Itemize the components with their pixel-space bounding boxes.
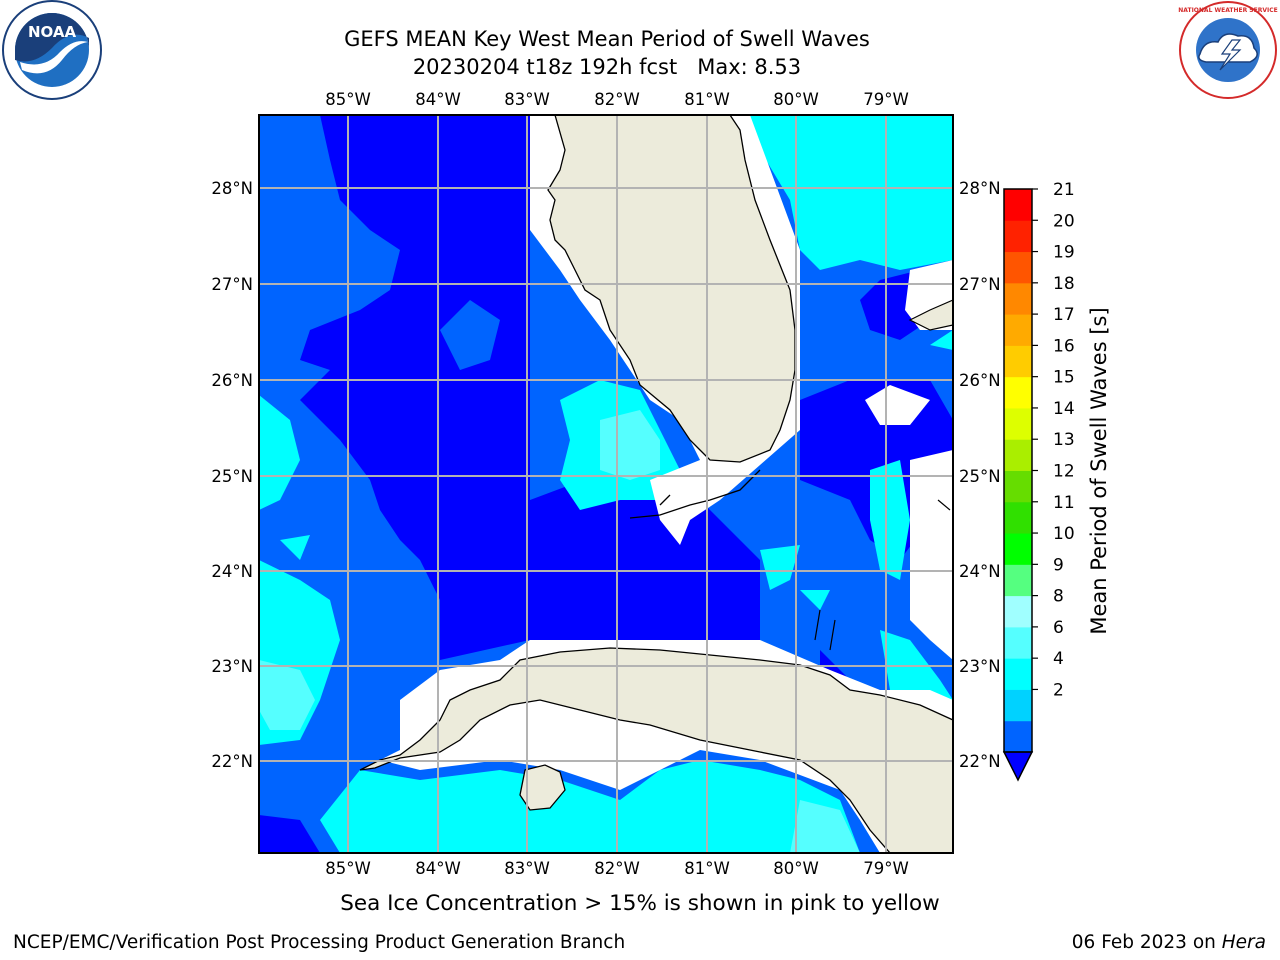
map-subtitle: 20230204 t18z 192h fcst Max: 8.53 bbox=[412, 55, 802, 79]
lon-label: 84°W bbox=[415, 859, 461, 878]
lon-label: 79°W bbox=[863, 90, 909, 109]
lat-label: 27°N bbox=[959, 275, 1001, 294]
colorbar-tick-label: 4 bbox=[1053, 649, 1064, 669]
nws-logo-text: NATIONAL WEATHER SERVICE bbox=[1178, 7, 1277, 14]
colorbar-tick-label: 13 bbox=[1053, 430, 1075, 450]
colorbar-segment bbox=[1004, 533, 1032, 565]
lon-label: 82°W bbox=[594, 859, 640, 878]
bahamas-land bbox=[908, 299, 953, 331]
colorbar-label: Mean Period of Swell Waves [s] bbox=[1087, 307, 1111, 634]
colorbar-segment bbox=[1004, 658, 1032, 690]
lat-label: 28°N bbox=[959, 179, 1001, 198]
lat-labels-right: 28°N 27°N 26°N 25°N 24°N 23°N 22°N bbox=[959, 179, 1001, 771]
nws-logo: NATIONAL WEATHER SERVICE bbox=[1178, 1, 1278, 99]
lat-label: 26°N bbox=[959, 371, 1001, 390]
colorbar-segment bbox=[1004, 689, 1032, 722]
date-text: 06 Feb 2023 bbox=[1071, 932, 1187, 953]
lat-label: 27°N bbox=[211, 275, 253, 294]
lat-label: 24°N bbox=[959, 562, 1001, 581]
lat-label: 23°N bbox=[959, 657, 1001, 676]
lat-labels-left: 28°N 27°N 26°N 25°N 24°N 23°N 22°N bbox=[211, 179, 253, 771]
lon-label: 83°W bbox=[504, 859, 550, 878]
colorbar-tick-label: 19 bbox=[1053, 243, 1075, 263]
lat-label: 26°N bbox=[211, 371, 253, 390]
map-frame bbox=[258, 114, 954, 854]
lat-label: 22°N bbox=[959, 752, 1001, 771]
colorbar-tick-label: 10 bbox=[1053, 524, 1075, 544]
colorbar-segment bbox=[1004, 220, 1032, 253]
lon-label: 80°W bbox=[773, 90, 819, 109]
colorbar-segment bbox=[1004, 282, 1032, 315]
colorbar-segment bbox=[1004, 720, 1032, 753]
colorbar-segment bbox=[1004, 376, 1032, 409]
date-stamp: 06 Feb 2023 on Hera bbox=[1072, 932, 1266, 953]
noaa-logo-text: NOAA bbox=[28, 23, 77, 41]
florida-land bbox=[547, 115, 796, 463]
lat-label: 25°N bbox=[211, 467, 253, 486]
colorbar-tick-label: 9 bbox=[1053, 555, 1064, 575]
colorbar-tick-label: 17 bbox=[1053, 305, 1075, 325]
lon-label: 81°W bbox=[684, 90, 730, 109]
colorbar-tick-label: 2 bbox=[1053, 680, 1064, 700]
colorbar-tick-label: 16 bbox=[1053, 336, 1075, 356]
colorbar-segment bbox=[1004, 626, 1032, 659]
credit-text: NCEP/EMC/Verification Post Processing Pr… bbox=[13, 932, 626, 953]
map-area bbox=[259, 115, 953, 853]
lat-label: 25°N bbox=[959, 467, 1001, 486]
noaa-logo: NOAA bbox=[2, 0, 102, 100]
lon-label: 84°W bbox=[415, 90, 461, 109]
colorbar-tick-label: 12 bbox=[1053, 462, 1075, 482]
colorbar-segment bbox=[1004, 251, 1032, 284]
colorbar-segment bbox=[1004, 345, 1032, 378]
lat-label: 28°N bbox=[211, 179, 253, 198]
colorbar-under-arrow bbox=[1002, 751, 1034, 782]
lon-labels-top: 85°W 84°W 83°W 82°W 81°W 80°W 79°W bbox=[325, 90, 909, 109]
colorbar-segment bbox=[1004, 501, 1032, 534]
colorbar-tick-label: 14 bbox=[1053, 399, 1075, 419]
colorbar-segment bbox=[1004, 189, 1032, 221]
colorbar-segment bbox=[1004, 595, 1032, 628]
lon-label: 82°W bbox=[594, 90, 640, 109]
colorbar-segment bbox=[1004, 564, 1032, 597]
swell-6-8-layer bbox=[259, 410, 860, 853]
cuba-land bbox=[359, 647, 953, 853]
colorbar-tick-label: 6 bbox=[1053, 618, 1064, 638]
isle-of-youth bbox=[519, 764, 566, 811]
lat-label: 22°N bbox=[211, 752, 253, 771]
colorbar-segment bbox=[1004, 314, 1032, 346]
lon-label: 81°W bbox=[684, 859, 730, 878]
colorbar-tick-label: 18 bbox=[1053, 274, 1075, 294]
colorbar: 21 20 19 18 17 16 15 14 13 12 11 10 9 8 6 4 2 bbox=[1002, 180, 1075, 782]
graticule bbox=[259, 115, 953, 853]
colorbar-segment bbox=[1004, 439, 1032, 471]
colorbar-segment bbox=[1004, 407, 1032, 440]
date-on: on bbox=[1192, 932, 1216, 953]
map-title: GEFS MEAN Key West Mean Period of Swell … bbox=[344, 27, 870, 51]
lon-label: 79°W bbox=[863, 859, 909, 878]
colorbar-tick-label: 21 bbox=[1053, 180, 1075, 200]
colorbar-tick-label: 15 bbox=[1053, 368, 1075, 388]
lon-label: 80°W bbox=[773, 859, 819, 878]
colorbar-segment bbox=[1004, 470, 1032, 503]
colorbar-tick-label: 20 bbox=[1053, 211, 1075, 231]
sea-ice-note: Sea Ice Concentration > 15% is shown in … bbox=[340, 891, 940, 916]
lat-label: 23°N bbox=[211, 657, 253, 676]
host-name: Hera bbox=[1221, 932, 1266, 953]
andros-island bbox=[814, 499, 951, 651]
lon-label: 83°W bbox=[504, 90, 550, 109]
lon-label: 85°W bbox=[325, 859, 371, 878]
lon-labels-bottom: 85°W 84°W 83°W 82°W 81°W 80°W 79°W bbox=[325, 859, 909, 878]
lon-label: 85°W bbox=[325, 90, 371, 109]
florida-keys bbox=[629, 469, 761, 519]
colorbar-tick-label: 11 bbox=[1053, 493, 1075, 513]
lat-label: 24°N bbox=[211, 562, 253, 581]
colorbar-tick-label: 8 bbox=[1053, 587, 1064, 607]
